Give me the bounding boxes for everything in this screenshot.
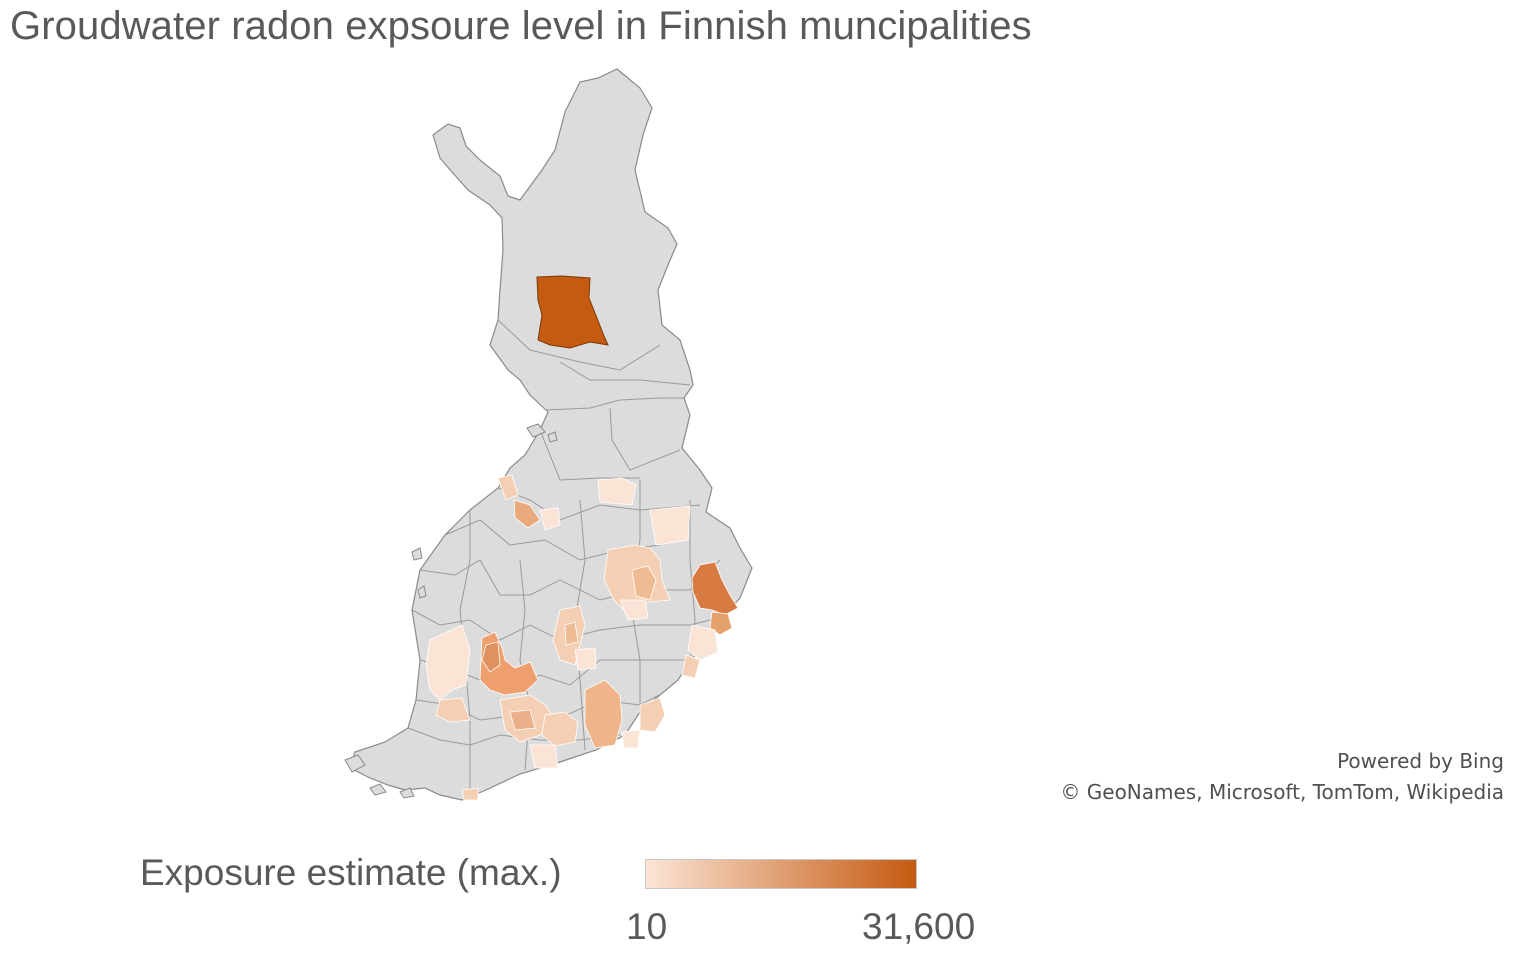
east-high-exposure bbox=[681, 561, 739, 679]
coastal-islands bbox=[344, 423, 558, 799]
powered-by-text: Powered by Bing bbox=[1337, 749, 1504, 773]
mid-exposure-clusters bbox=[425, 474, 691, 801]
legend-gradient-bar bbox=[645, 859, 917, 889]
map-title: Groudwater radon expsoure level in Finni… bbox=[10, 4, 1032, 48]
map-attribution: Powered by Bing © GeoNames, Microsoft, T… bbox=[1060, 746, 1504, 808]
legend-title: Exposure estimate (max.) bbox=[140, 852, 562, 893]
legend-max-label: 31,600 bbox=[862, 906, 976, 947]
municipality-peak-exposure bbox=[536, 275, 609, 349]
copyright-text: © GeoNames, Microsoft, TomTom, Wikipedia bbox=[1060, 780, 1504, 804]
finland-map bbox=[344, 68, 753, 801]
legend-min-label: 10 bbox=[626, 906, 668, 947]
